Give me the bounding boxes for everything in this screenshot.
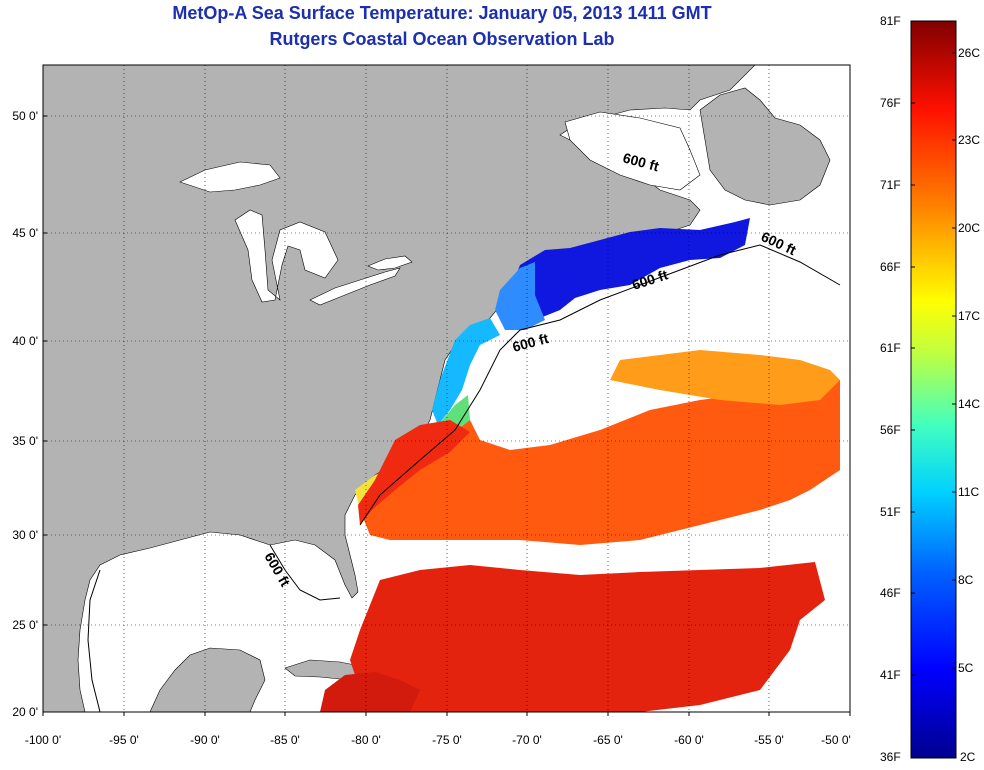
cb-c-8: 8C <box>958 573 974 587</box>
cb-f-61: 61F <box>880 341 901 355</box>
cb-f-46: 46F <box>880 586 901 600</box>
sst-cool-shelf <box>495 262 545 330</box>
sst-mid-atlantic-shelf <box>432 318 500 425</box>
cb-f-56: 56F <box>880 423 901 437</box>
lon-label-60: -60 0' <box>674 733 704 747</box>
sst-cold-gulf-of-maine <box>510 218 750 318</box>
colorbar <box>910 20 957 759</box>
cb-f-36: 36F <box>880 750 901 764</box>
lon-label-50: -50 0' <box>821 733 851 747</box>
sst-warm-core <box>358 420 470 525</box>
gulf-st-lawrence <box>564 111 701 191</box>
lon-label-95: -95 0' <box>109 733 139 747</box>
map-title: MetOp-A Sea Surface Temperature: January… <box>172 3 712 23</box>
land-newfoundland <box>699 87 831 206</box>
cb-c-14: 14C <box>958 397 981 411</box>
sst-gulf-stream <box>360 375 840 545</box>
cb-f-76: 76F <box>880 96 901 110</box>
cb-f-81: 81F <box>880 14 901 28</box>
map-grid <box>43 65 850 712</box>
lat-label-25: 25 0' <box>12 618 38 632</box>
lat-label-40: 40 0' <box>12 334 38 348</box>
cb-c-26: 26C <box>958 46 981 60</box>
cb-c-5: 5C <box>958 661 974 675</box>
land-yucatan <box>149 647 266 712</box>
lon-label-65: -65 0' <box>593 733 623 747</box>
sst-tropical-warm <box>350 562 825 712</box>
lon-label-55: -55 0' <box>754 733 784 747</box>
lon-label-90: -90 0' <box>190 733 220 747</box>
lat-label-45: 45 0' <box>12 226 38 240</box>
lon-label-100: -100 0' <box>25 733 61 747</box>
cb-f-51: 51F <box>880 505 901 519</box>
cb-f-71: 71F <box>880 178 901 192</box>
lat-label-20: 20 0' <box>12 705 38 719</box>
cb-c-23: 23C <box>958 133 981 147</box>
cb-c-17: 17C <box>958 309 981 323</box>
cb-c-20: 20C <box>958 221 981 235</box>
sst-data-layer <box>320 218 840 712</box>
lat-label-50: 50 0' <box>12 109 38 123</box>
lake-erie-ontario <box>309 267 401 306</box>
sst-caribbean-warm <box>320 672 420 712</box>
lon-label-85: -85 0' <box>270 733 300 747</box>
lon-label-75: -75 0' <box>432 733 462 747</box>
isobath-600ft <box>87 244 841 713</box>
lon-label-70: -70 0' <box>512 733 542 747</box>
lake-superior <box>179 161 281 193</box>
lake-michigan-huron <box>234 209 339 303</box>
cb-f-66: 66F <box>880 260 901 274</box>
cb-c-2: 2C <box>960 750 976 764</box>
map-subtitle: Rutgers Coastal Ocean Observation Lab <box>269 29 615 49</box>
cb-f-41: 41F <box>880 668 901 682</box>
lat-label-35: 35 0' <box>12 434 38 448</box>
cb-c-11: 11C <box>958 485 980 499</box>
lake-ontario <box>367 255 413 271</box>
lon-label-80: -80 0' <box>351 733 381 747</box>
lat-label-30: 30 0' <box>12 528 38 542</box>
sst-orange-northeast <box>610 350 840 405</box>
